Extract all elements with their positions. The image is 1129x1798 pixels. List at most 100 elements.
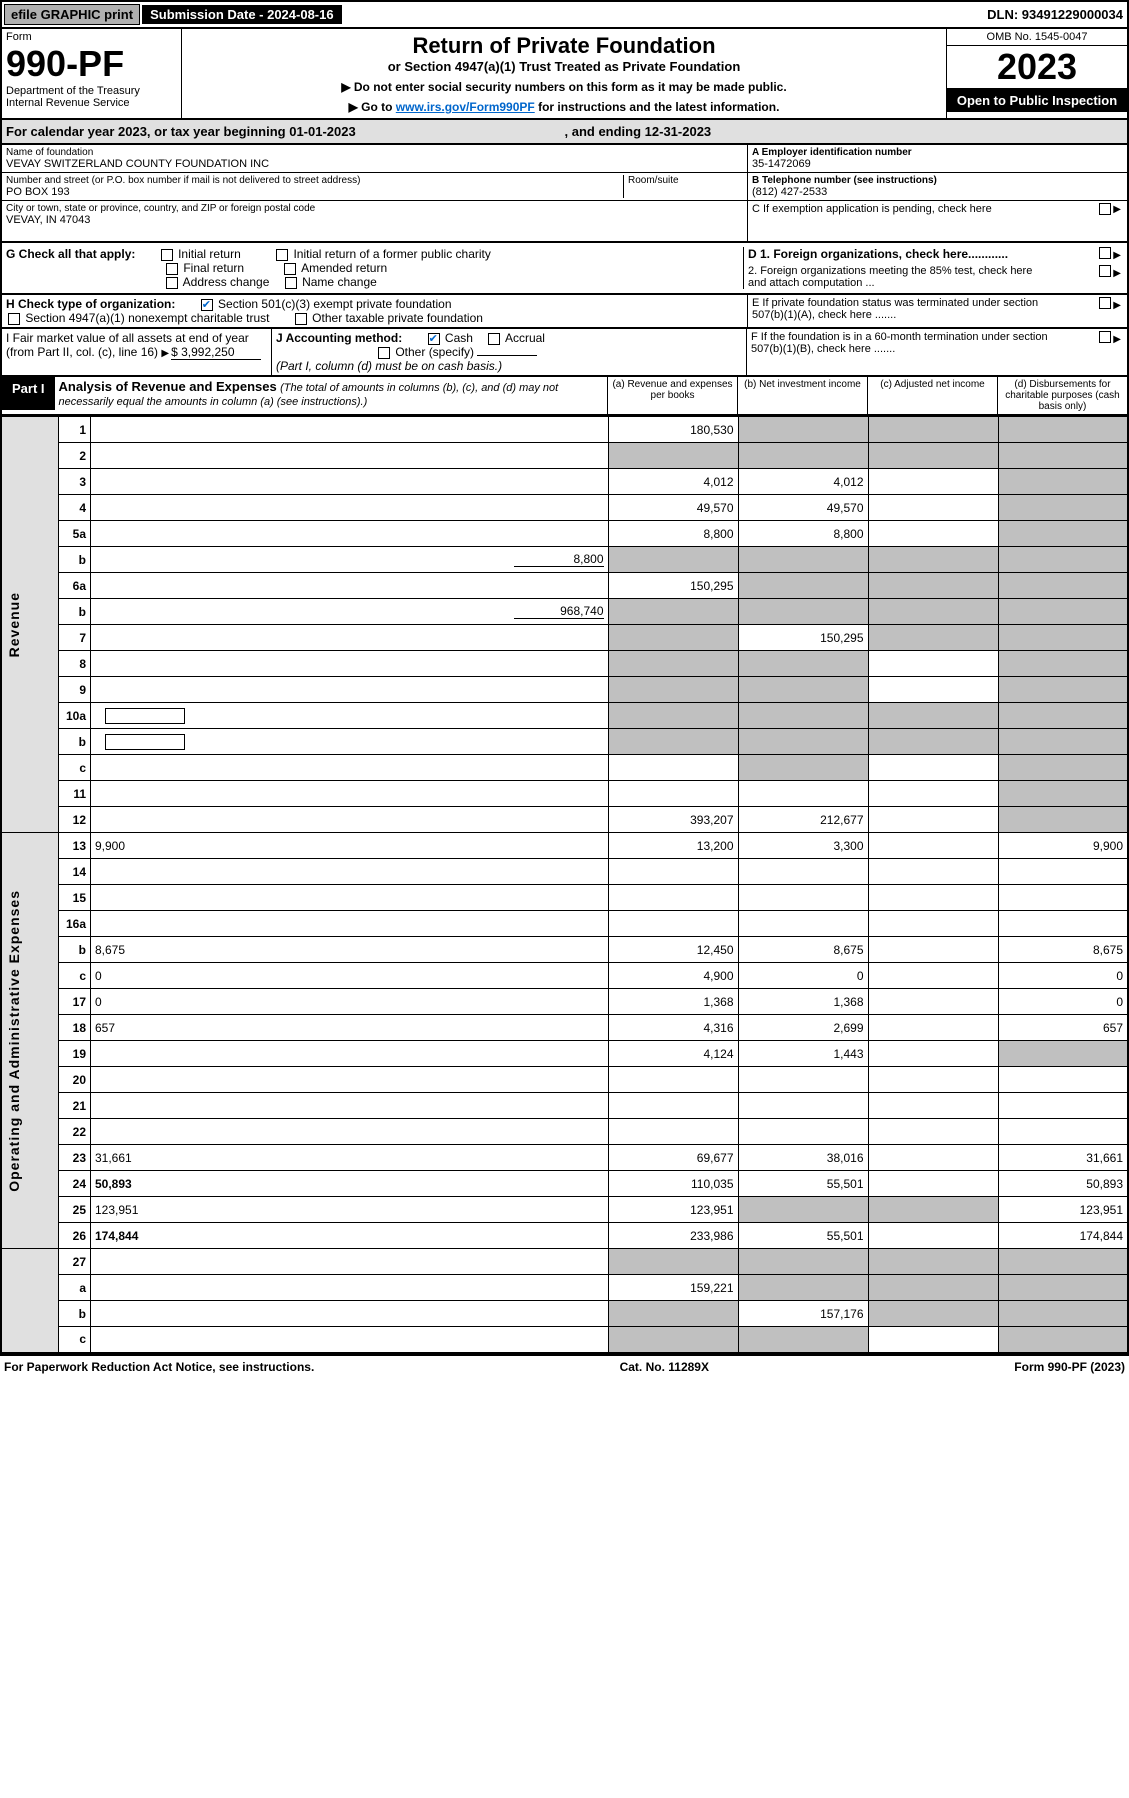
name-change-checkbox[interactable] (285, 277, 297, 289)
table-row: b157,176 (1, 1301, 1128, 1327)
cell-a (608, 781, 738, 807)
cell-c (868, 989, 998, 1015)
cell-d (998, 1093, 1128, 1119)
cell-a (608, 547, 738, 573)
form-title: Return of Private Foundation (186, 33, 942, 59)
initial-former-checkbox[interactable] (276, 249, 288, 261)
table-row: c04,90000 (1, 963, 1128, 989)
cell-c (868, 1067, 998, 1093)
cell-c (868, 625, 998, 651)
cell-a (608, 443, 738, 469)
cell-c (868, 1223, 998, 1249)
table-row: b8,67512,4508,6758,675 (1, 937, 1128, 963)
d2-checkbox[interactable] (1099, 265, 1111, 277)
501c3-checkbox[interactable] (201, 299, 213, 311)
cell-c (868, 937, 998, 963)
row-desc (91, 417, 609, 443)
entity-info-block: Name of foundation VEVAY SWITZERLAND COU… (0, 145, 1129, 243)
4947-checkbox[interactable] (8, 313, 20, 325)
col-a-header: (a) Revenue and expenses per books (607, 377, 737, 414)
cell-d (998, 729, 1128, 755)
row-number: 8 (59, 651, 91, 677)
part1-label: Part I (2, 377, 55, 410)
cash-checkbox[interactable] (428, 333, 440, 345)
table-row: 8 (1, 651, 1128, 677)
i-j-f-row: I Fair market value of all assets at end… (0, 329, 1129, 377)
efile-print-button[interactable]: efile GRAPHIC print (4, 4, 140, 25)
col-b-header: (b) Net investment income (737, 377, 867, 414)
cell-d (998, 599, 1128, 625)
city-state-zip: VEVAY, IN 47043 (6, 214, 743, 226)
cell-a: 69,677 (608, 1145, 738, 1171)
cell-a (608, 599, 738, 625)
room-label: Room/suite (628, 175, 743, 186)
form-footer: Form 990-PF (2023) (1014, 1360, 1125, 1374)
row-desc (91, 729, 609, 755)
h-label: H Check type of organization: (6, 297, 175, 311)
table-row: 6a150,295 (1, 573, 1128, 599)
row-number: b (59, 937, 91, 963)
row-desc (91, 859, 609, 885)
amended-return-checkbox[interactable] (284, 263, 296, 275)
cell-c (868, 495, 998, 521)
row-desc (91, 1327, 609, 1353)
cell-a: 393,207 (608, 807, 738, 833)
row-desc (91, 703, 609, 729)
cell-d (998, 521, 1128, 547)
table-row: 27 (1, 1249, 1128, 1275)
cell-a: 180,530 (608, 417, 738, 443)
d1-checkbox[interactable] (1099, 247, 1111, 259)
form-word: Form (6, 31, 177, 43)
row-number: 19 (59, 1041, 91, 1067)
form990pf-link[interactable]: www.irs.gov/Form990PF (396, 100, 535, 114)
accrual-checkbox[interactable] (488, 333, 500, 345)
cell-c (868, 963, 998, 989)
address-change-checkbox[interactable] (166, 277, 178, 289)
cell-d (998, 1327, 1128, 1353)
exemption-checkbox[interactable] (1099, 203, 1111, 215)
cell-a (608, 1119, 738, 1145)
cell-b: 150,295 (738, 625, 868, 651)
d1-label: D 1. Foreign organizations, check here..… (748, 247, 1008, 261)
row-desc: 968,740 (91, 599, 609, 625)
cell-b: 1,368 (738, 989, 868, 1015)
cell-b (738, 547, 868, 573)
cell-b (738, 1275, 868, 1301)
table-row: 10a (1, 703, 1128, 729)
cell-c (868, 911, 998, 937)
cell-d: 123,951 (998, 1197, 1128, 1223)
cell-a (608, 911, 738, 937)
cell-a (608, 885, 738, 911)
e-label: E If private foundation status was termi… (752, 297, 1052, 321)
omb-number: OMB No. 1545-0047 (947, 29, 1127, 46)
row-number: 10a (59, 703, 91, 729)
table-row: 22 (1, 1119, 1128, 1145)
cell-b (738, 599, 868, 625)
row-number: 9 (59, 677, 91, 703)
row-desc (91, 755, 609, 781)
row-number: 25 (59, 1197, 91, 1223)
f-checkbox[interactable] (1099, 331, 1111, 343)
cell-c (868, 417, 998, 443)
cell-c (868, 1249, 998, 1275)
table-row: 21 (1, 1093, 1128, 1119)
table-row: 186574,3162,699657 (1, 1015, 1128, 1041)
cell-d (998, 1067, 1128, 1093)
form-header: Form 990-PF Department of the Treasury I… (0, 29, 1129, 120)
other-taxable-checkbox[interactable] (295, 313, 307, 325)
cell-b: 8,800 (738, 521, 868, 547)
row-desc (91, 495, 609, 521)
e-checkbox[interactable] (1099, 297, 1111, 309)
cell-a (608, 729, 738, 755)
cell-b (738, 651, 868, 677)
other-method-checkbox[interactable] (378, 347, 390, 359)
final-return-checkbox[interactable] (166, 263, 178, 275)
cell-a: 4,900 (608, 963, 738, 989)
cell-b: 4,012 (738, 469, 868, 495)
initial-return-checkbox[interactable] (161, 249, 173, 261)
row-desc (91, 443, 609, 469)
row-number: 2 (59, 443, 91, 469)
table-row: 16a (1, 911, 1128, 937)
row-desc: 0 (91, 963, 609, 989)
row-desc (91, 1275, 609, 1301)
